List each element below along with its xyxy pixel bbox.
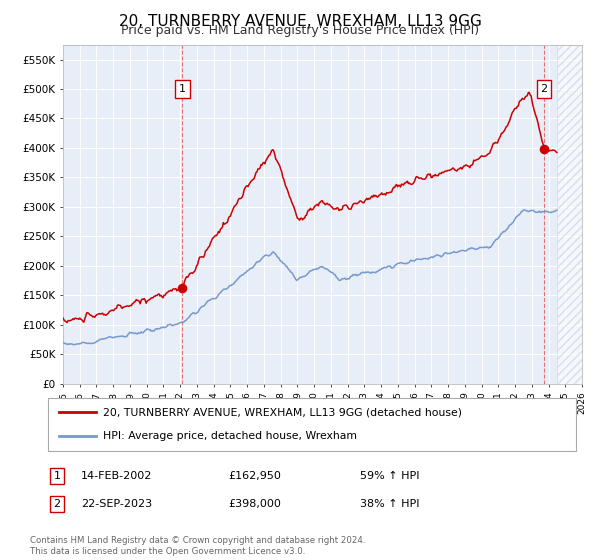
Text: 20, TURNBERRY AVENUE, WREXHAM, LL13 9GG: 20, TURNBERRY AVENUE, WREXHAM, LL13 9GG — [119, 14, 481, 29]
Text: Contains HM Land Registry data © Crown copyright and database right 2024.
This d: Contains HM Land Registry data © Crown c… — [30, 536, 365, 556]
Point — [178, 283, 187, 292]
Text: Price paid vs. HM Land Registry's House Price Index (HPI): Price paid vs. HM Land Registry's House … — [121, 24, 479, 37]
Text: 2: 2 — [53, 499, 61, 509]
Point — [539, 144, 549, 153]
Text: £398,000: £398,000 — [228, 499, 281, 509]
Text: 1: 1 — [179, 84, 186, 94]
Text: HPI: Average price, detached house, Wrexham: HPI: Average price, detached house, Wrex… — [103, 431, 358, 441]
Text: 1: 1 — [53, 471, 61, 481]
Text: 38% ↑ HPI: 38% ↑ HPI — [360, 499, 419, 509]
Text: 20, TURNBERRY AVENUE, WREXHAM, LL13 9GG (detached house): 20, TURNBERRY AVENUE, WREXHAM, LL13 9GG … — [103, 408, 463, 418]
FancyBboxPatch shape — [48, 398, 576, 451]
Bar — [557, 45, 582, 384]
Text: 2: 2 — [541, 84, 548, 94]
Text: 14-FEB-2002: 14-FEB-2002 — [81, 471, 152, 481]
Text: 22-SEP-2023: 22-SEP-2023 — [81, 499, 152, 509]
Text: £162,950: £162,950 — [228, 471, 281, 481]
Text: 59% ↑ HPI: 59% ↑ HPI — [360, 471, 419, 481]
